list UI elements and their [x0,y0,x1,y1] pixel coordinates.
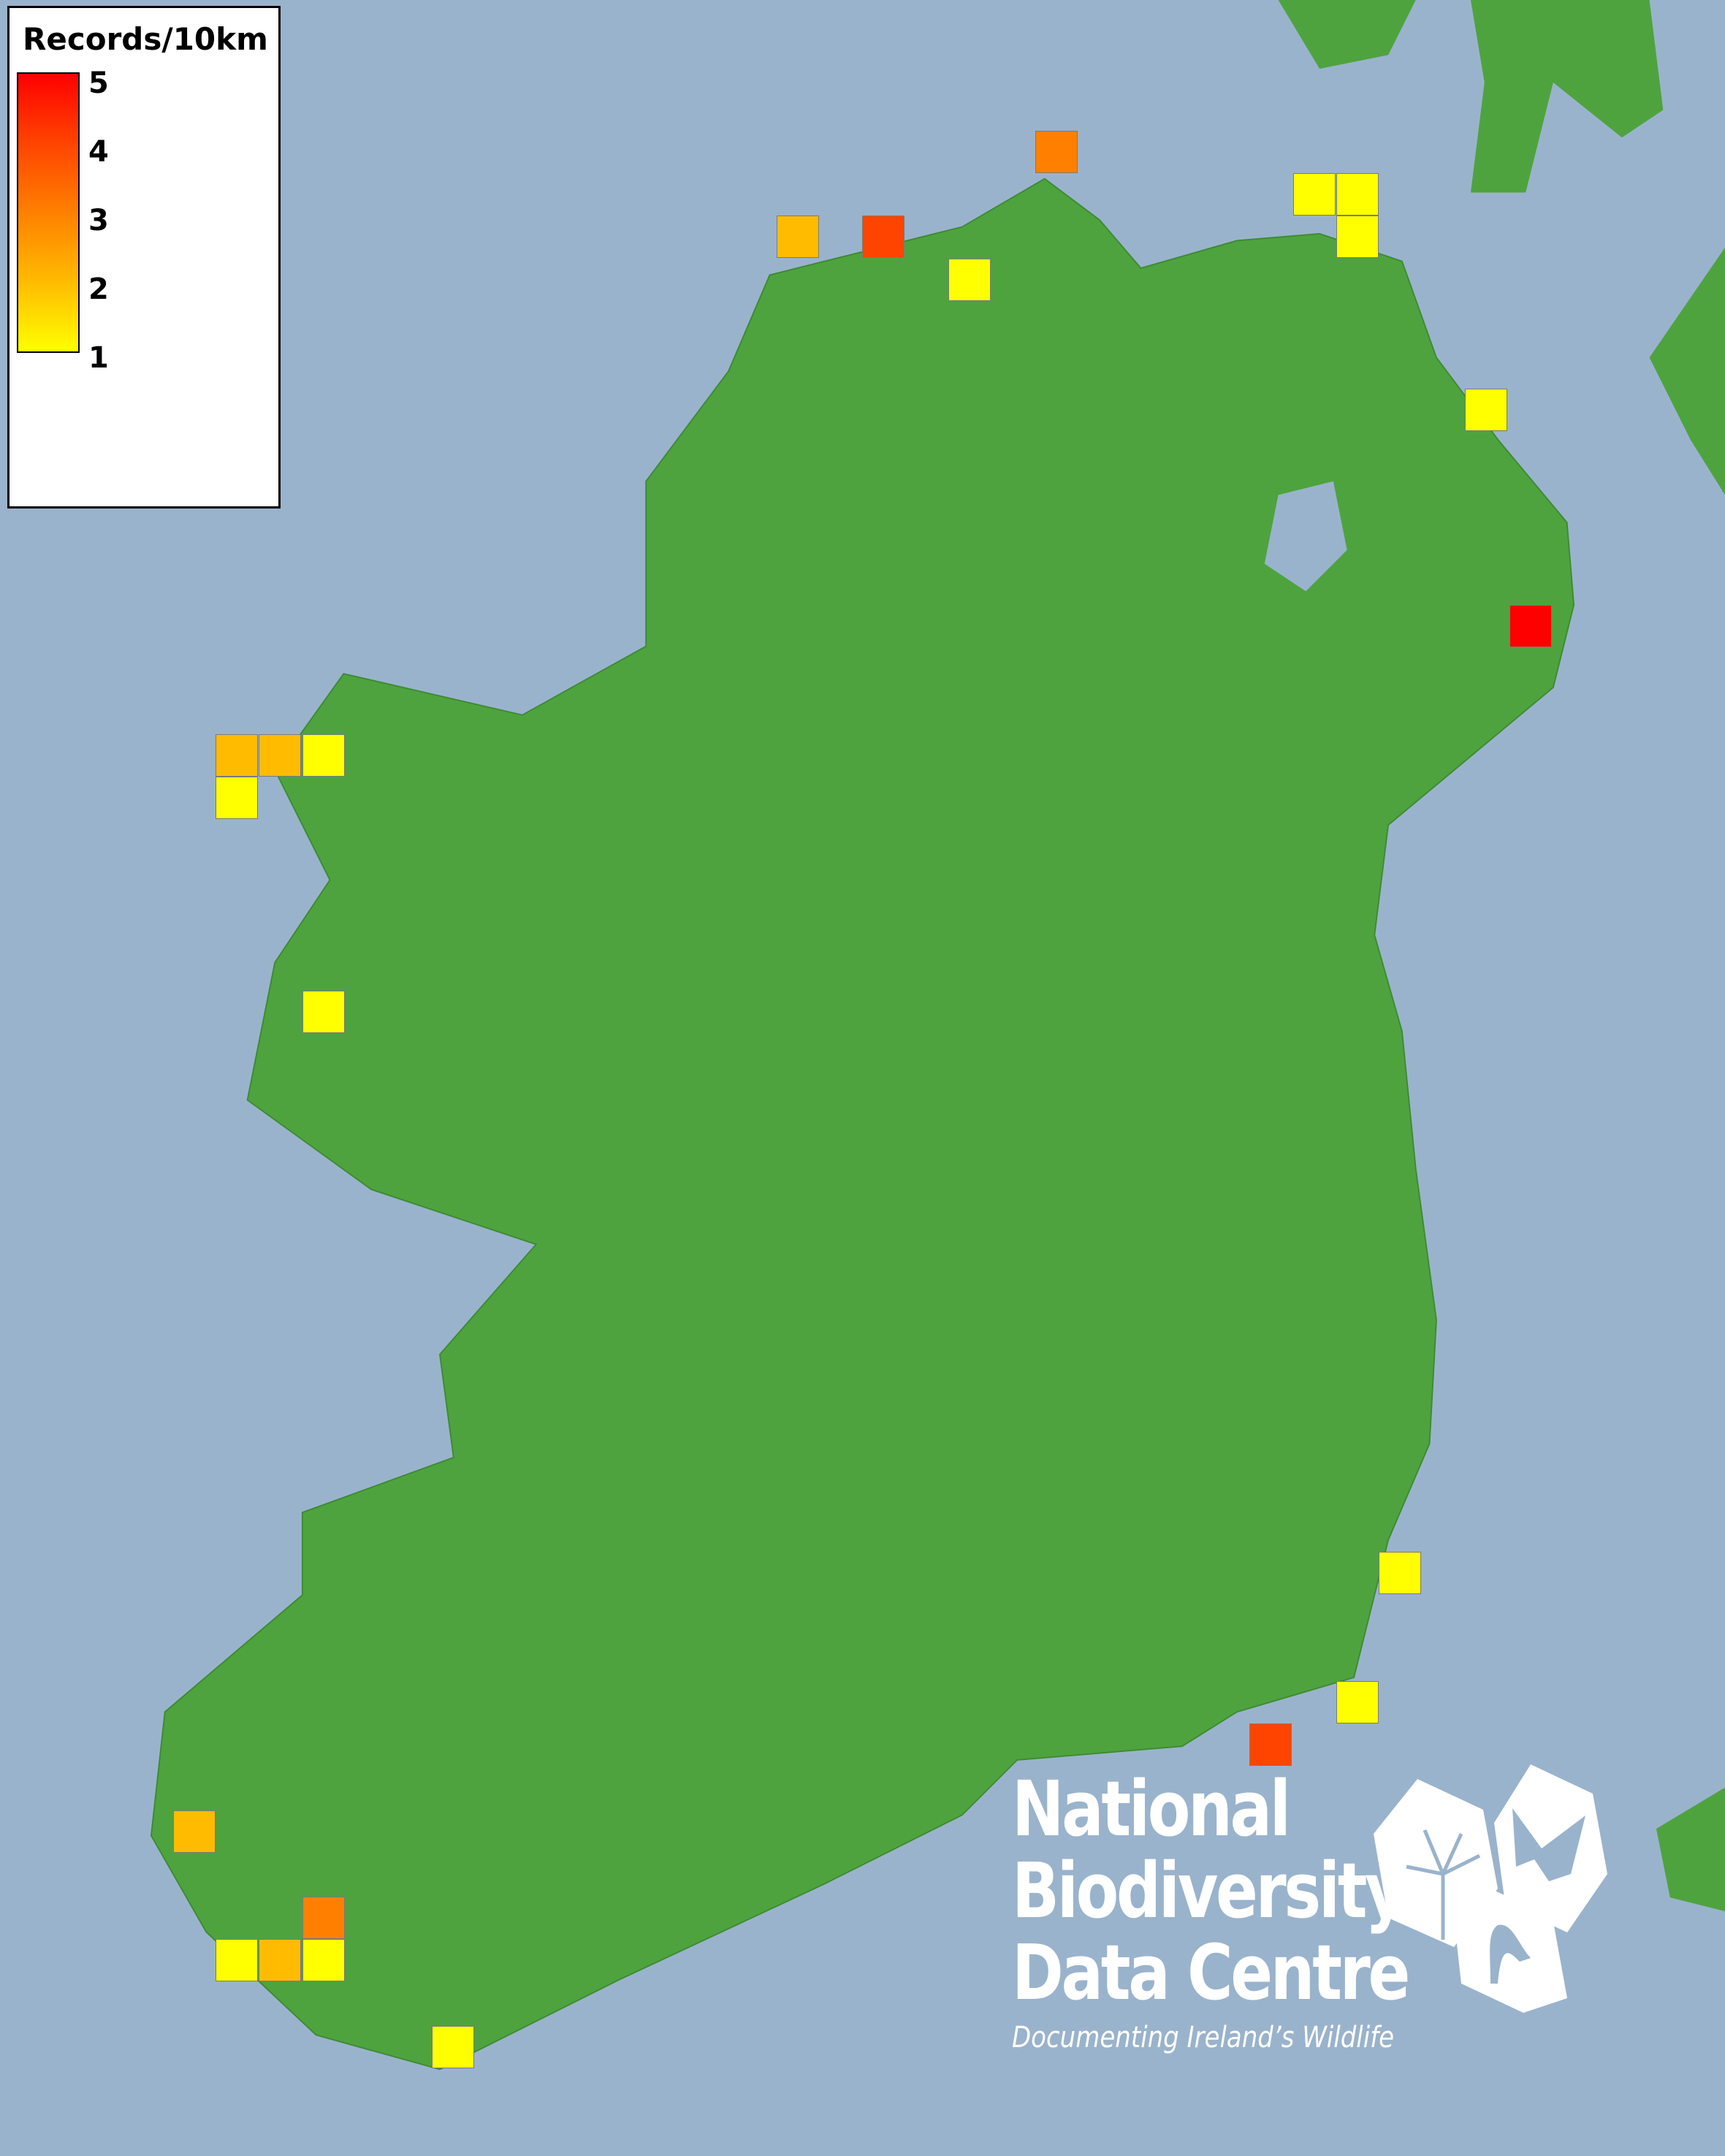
logo-line-2: Biodiversity [1012,1846,1406,1935]
lough-neagh [1264,481,1347,592]
record-square [1336,216,1379,258]
tree-icon [1374,1779,1498,1947]
record-square [1035,131,1078,173]
record-square [216,1939,258,1981]
record-square [173,1810,216,1853]
record-square [1465,389,1507,431]
legend-color-bar [17,72,80,353]
record-square [777,216,819,258]
record-square [302,1939,345,1981]
record-square [1249,1723,1292,1766]
record-square [216,734,258,777]
logo-hexagons [1374,1764,1607,2013]
legend-tick-4: 4 [88,135,109,169]
record-square [302,991,345,1033]
logo-line-1: National [1012,1764,1291,1854]
record-square [259,734,301,777]
record-square [1293,173,1336,216]
record-square [1509,605,1552,647]
record-square [862,216,905,258]
seahorse-icon [1454,1889,1567,2013]
ireland-landmass [150,178,1575,2071]
nbdc-logo: National Biodiversity Data Centre Docume… [1012,1768,1495,2054]
butterfly-icon [1494,1764,1607,1932]
record-square [1336,173,1379,216]
legend-tick-5: 5 [88,66,109,100]
record-square [216,777,258,819]
record-square [1379,1552,1421,1594]
legend-tick-3: 3 [88,204,109,237]
record-square [948,259,991,301]
record-square [1336,1681,1379,1723]
record-square [302,1897,345,1939]
logo-line-3: Data Centre [1012,1928,1410,2017]
record-square [302,734,345,777]
record-square [432,2026,474,2068]
record-square [259,1939,301,1981]
logo-tagline: Documenting Ireland’s Wildlife [1012,2021,1395,2054]
legend-tick-1: 1 [88,341,109,375]
legend: Records/10km 5 4 3 2 1 [7,6,281,508]
legend-tick-2: 2 [88,273,109,306]
legend-title: Records/10km [23,21,268,57]
